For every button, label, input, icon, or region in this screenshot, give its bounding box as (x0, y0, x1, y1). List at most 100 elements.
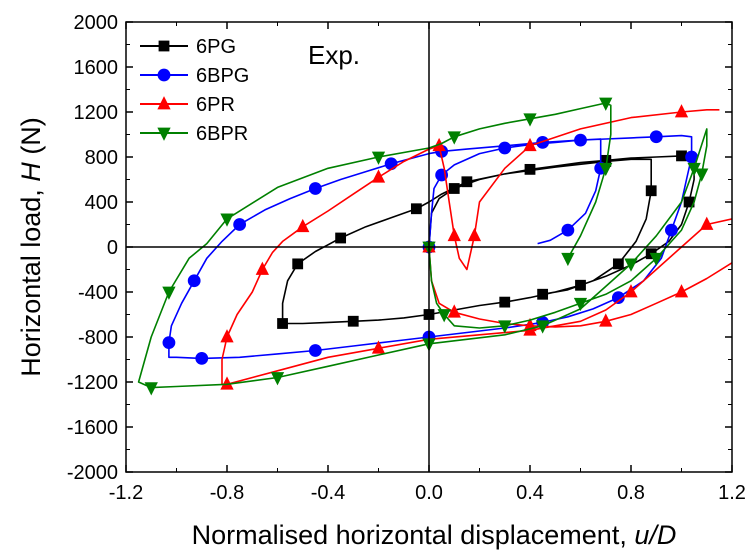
data-point-6pr (599, 313, 613, 327)
y-tick-label: 400 (85, 192, 118, 214)
data-point-6bpr (447, 131, 461, 145)
y-tick-label: -800 (78, 327, 118, 349)
data-point-6bpr (695, 168, 709, 182)
data-point-6bpg (195, 351, 209, 365)
data-point-6bpg (649, 130, 663, 144)
y-tick-label: 0 (107, 237, 118, 259)
y-tick-label: -1600 (67, 417, 118, 439)
data-point-6bpr (220, 213, 234, 227)
data-point-6bpg (162, 336, 176, 350)
y-tick-label: -400 (78, 282, 118, 304)
series-line-6pr (221, 109, 732, 386)
legend-marker-6bpg (157, 68, 171, 82)
legend-label-6pr: 6PR (196, 94, 235, 116)
data-point-6bpr (371, 151, 386, 165)
data-point-6pr (296, 218, 310, 233)
legend-label-6bpg: 6BPG (196, 65, 249, 87)
legend: 6PG 6BPG 6PR 6BPR (140, 36, 249, 145)
data-point-6bpr (162, 286, 176, 300)
series-line-6bpg (168, 134, 693, 360)
data-point-6bpr (437, 309, 451, 323)
x-tick-label: 0.8 (617, 482, 645, 504)
data-point-6pg (292, 258, 304, 270)
data-point-6pr (371, 340, 386, 354)
data-point-6bpr (523, 113, 537, 127)
data-point-6bpr (498, 320, 512, 334)
data-point-6bpg (574, 133, 587, 147)
data-point-6pr (624, 284, 638, 298)
data-point-6pg (448, 183, 460, 194)
data-point-6bpr (144, 382, 158, 396)
y-tick-label: 1600 (74, 57, 119, 79)
legend-item-6pg: 6PG (140, 36, 236, 58)
data-point-6bpg (561, 223, 575, 237)
data-point-6pg (676, 150, 687, 162)
series-line-6pg (281, 154, 695, 325)
data-point-6pg (461, 176, 473, 188)
data-point-6pr (371, 169, 386, 183)
legend-marker-6pr (157, 96, 171, 110)
annotation-exp: Exp. (308, 40, 360, 70)
data-point-6pr (736, 240, 748, 252)
data-point-6pg (277, 318, 288, 329)
legend-label-6bpr: 6BPR (196, 123, 248, 145)
x-axis-title: Normalised horizontal displacement, u/D (192, 520, 677, 550)
x-tick-label: 0.4 (516, 482, 544, 504)
x-tick-label: 1.2 (718, 482, 746, 504)
data-point-6bpr (599, 97, 613, 111)
y-tick-label: 2000 (74, 12, 119, 34)
data-point-6bpr (270, 372, 285, 386)
x-axis-title-main: Normalised horizontal displacement, (192, 520, 635, 550)
data-point-6pr (467, 227, 482, 242)
legend-item-6bpg: 6BPG (140, 65, 249, 87)
zero-lines (126, 22, 732, 472)
legend-label-6pg: 6PG (196, 36, 236, 58)
x-tick-label: 0.0 (415, 482, 443, 504)
data-point-6pg (645, 185, 657, 197)
data-point-6bpr (649, 252, 663, 267)
data-point-6bpr (624, 258, 638, 272)
y-axis-title-unit: (N) (16, 117, 46, 162)
data-point-6pr (255, 261, 269, 275)
data-point-6pr (674, 284, 689, 298)
series-6pg (277, 150, 695, 329)
data-point-6bpg (498, 141, 512, 155)
data-point-6bpr (535, 320, 550, 334)
data-point-6pg (575, 279, 586, 291)
legend-marker-6bpr (157, 127, 171, 141)
legend-item-6bpr: 6BPR (140, 123, 248, 145)
x-tick-label: -1.2 (109, 482, 143, 504)
data-point-6bpg (308, 182, 322, 195)
data-point-6pg (410, 203, 422, 215)
data-point-6bpg (308, 344, 322, 357)
data-point-6bpr (561, 252, 575, 267)
y-axis-title: Horizontal load, H (N) (16, 117, 46, 377)
data-point-6bpg (233, 218, 247, 231)
data-point-6pr (674, 104, 689, 118)
y-axis-title-main: Horizontal load, (16, 182, 46, 377)
data-point-6pr (447, 304, 461, 318)
y-tick-label: 1200 (74, 102, 119, 124)
series-layer (137, 97, 748, 396)
y-axis-title-var: H (16, 162, 46, 182)
legend-marker-6pg (158, 40, 170, 52)
x-tick-label: -0.4 (311, 482, 345, 504)
data-point-6bpg (665, 223, 678, 237)
data-point-6pg (335, 232, 347, 244)
legend-item-6pr: 6PR (140, 94, 235, 116)
data-point-6bpr (599, 162, 613, 177)
data-point-6bpg (384, 157, 398, 171)
data-point-6bpr (687, 162, 701, 177)
data-point-6pg (347, 315, 359, 327)
series-line-6bpr (137, 102, 708, 389)
series-6bpg (162, 130, 698, 365)
data-point-6bpr (573, 297, 588, 312)
data-point-6pr (447, 227, 461, 242)
x-axis-title-var: u/D (634, 520, 676, 550)
data-point-6pr (700, 216, 714, 230)
y-tick-label: 800 (85, 147, 118, 169)
data-point-6pg (612, 258, 624, 270)
x-tick-label: -0.8 (210, 482, 244, 504)
data-point-6pg (524, 163, 536, 175)
